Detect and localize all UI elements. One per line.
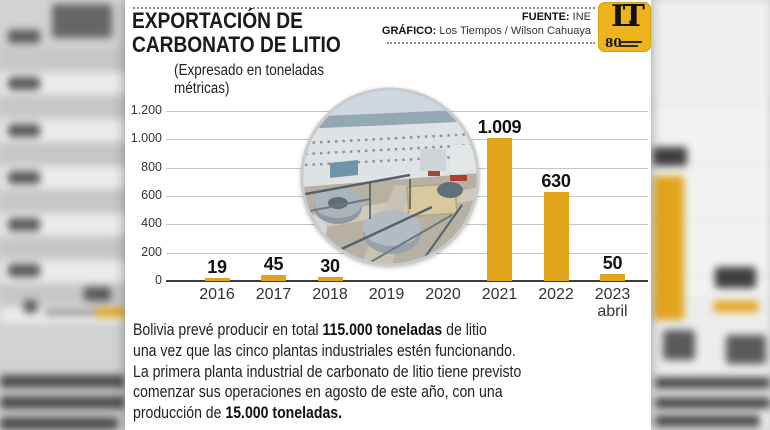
source-credits: FUENTE: INE GRÁFICO: Los Tiempos / Wilso… (382, 11, 591, 38)
top-dotted-rule (133, 7, 595, 9)
x-axis-line (166, 280, 648, 282)
plant-aerial-photo (300, 87, 480, 267)
source-value: INE (572, 11, 591, 23)
bar (600, 273, 625, 281)
x-tick-label: 2023 abril (581, 286, 645, 320)
los-tiempos-logo: LT 80 (598, 0, 651, 52)
x-tick-label: 2018 (312, 286, 348, 303)
footer-text: Bolivia prevé producir en total (133, 321, 323, 339)
logo-fineprint-2 (620, 45, 638, 47)
bar (261, 274, 286, 281)
x-tick-label: 2021 (481, 286, 518, 303)
credits-dotted-rule (387, 42, 595, 44)
x-tick-label: 2022 (538, 286, 574, 303)
footer-paragraph: Bolivia prevé producir en total 115.000 … (133, 320, 579, 424)
bar (204, 278, 230, 281)
y-tick-label: 0 (155, 273, 162, 287)
credit-label: GRÁFICO: (381, 24, 437, 37)
footer-bold-figure: 115.000 toneladas (322, 321, 443, 339)
logo-anniversary: 80 (605, 36, 622, 50)
y-tick-label: 400 (141, 216, 162, 231)
bar (487, 138, 512, 281)
y-tick-label: 600 (141, 188, 162, 202)
source-label: FUENTE: (521, 11, 570, 23)
y-tick-label: 1.000 (130, 131, 162, 146)
footer-bold-figure: 15.000 toneladas. (225, 404, 343, 423)
chart-unit-note: (Expresado en toneladas métricas) (174, 62, 324, 97)
footer-line: comenzar sus operaciones en agosto de es… (133, 382, 521, 403)
background-stripes-left (0, 48, 128, 323)
footer-line: producción de 15.000 toneladas. (133, 403, 521, 424)
footer-text: La primera planta industrial de carbonat… (133, 362, 522, 381)
credit-line: GRÁFICO: Los Tiempos / Wilson Cahuaya (382, 25, 591, 39)
source-line: FUENTE: INE (382, 11, 591, 25)
bar-value-label: 630 (541, 170, 571, 191)
logo-initials: LT (611, 0, 645, 34)
x-tick-label: 2016 (199, 286, 235, 303)
footer-line: Bolivia prevé producir en total 115.000 … (133, 320, 521, 341)
x-tick-label: 2019 (368, 286, 405, 303)
y-tick-label: 1.200 (130, 103, 162, 117)
background-right-top (646, 0, 770, 105)
bar-value-label: 19 (207, 257, 227, 277)
infographic-card: EXPORTACIÓN DE CARBONATO DE LITIO (Expre… (125, 0, 651, 430)
x-tick-label: 2017 (255, 286, 292, 303)
footer-text: comenzar sus operaciones en agosto de es… (133, 383, 503, 402)
x-tick-label: 2020 (425, 286, 461, 303)
bar-value-label: 50 (602, 252, 623, 273)
title-line-1: EXPORTACIÓN DE (132, 8, 303, 33)
bar-value-label: 1.009 (477, 117, 522, 138)
footer-text: una vez que las cinco plantas industrial… (133, 341, 516, 360)
bar (543, 191, 569, 281)
footer-text: producción de (133, 404, 226, 423)
footer-line: una vez que las cinco plantas industrial… (133, 341, 521, 362)
bar (317, 276, 343, 281)
credit-value: Los Tiempos / Wilson Cahuaya (439, 24, 591, 37)
y-tick-label: 800 (141, 159, 162, 174)
page-title: EXPORTACIÓN DE CARBONATO DE LITIO (132, 9, 372, 56)
y-tick-label: 200 (141, 244, 162, 259)
footer-line: La primera planta industrial de carbonat… (133, 362, 521, 383)
bar-value-label: 45 (263, 253, 284, 274)
plant-photo-illustration (300, 87, 480, 267)
logo-fineprint-1 (620, 41, 642, 43)
x-tick-note: abril (597, 302, 628, 320)
title-line-2: CARBONATO DE LITIO (132, 31, 341, 57)
bar-value-label: 30 (320, 255, 340, 276)
footer-text: de litio (442, 321, 487, 339)
